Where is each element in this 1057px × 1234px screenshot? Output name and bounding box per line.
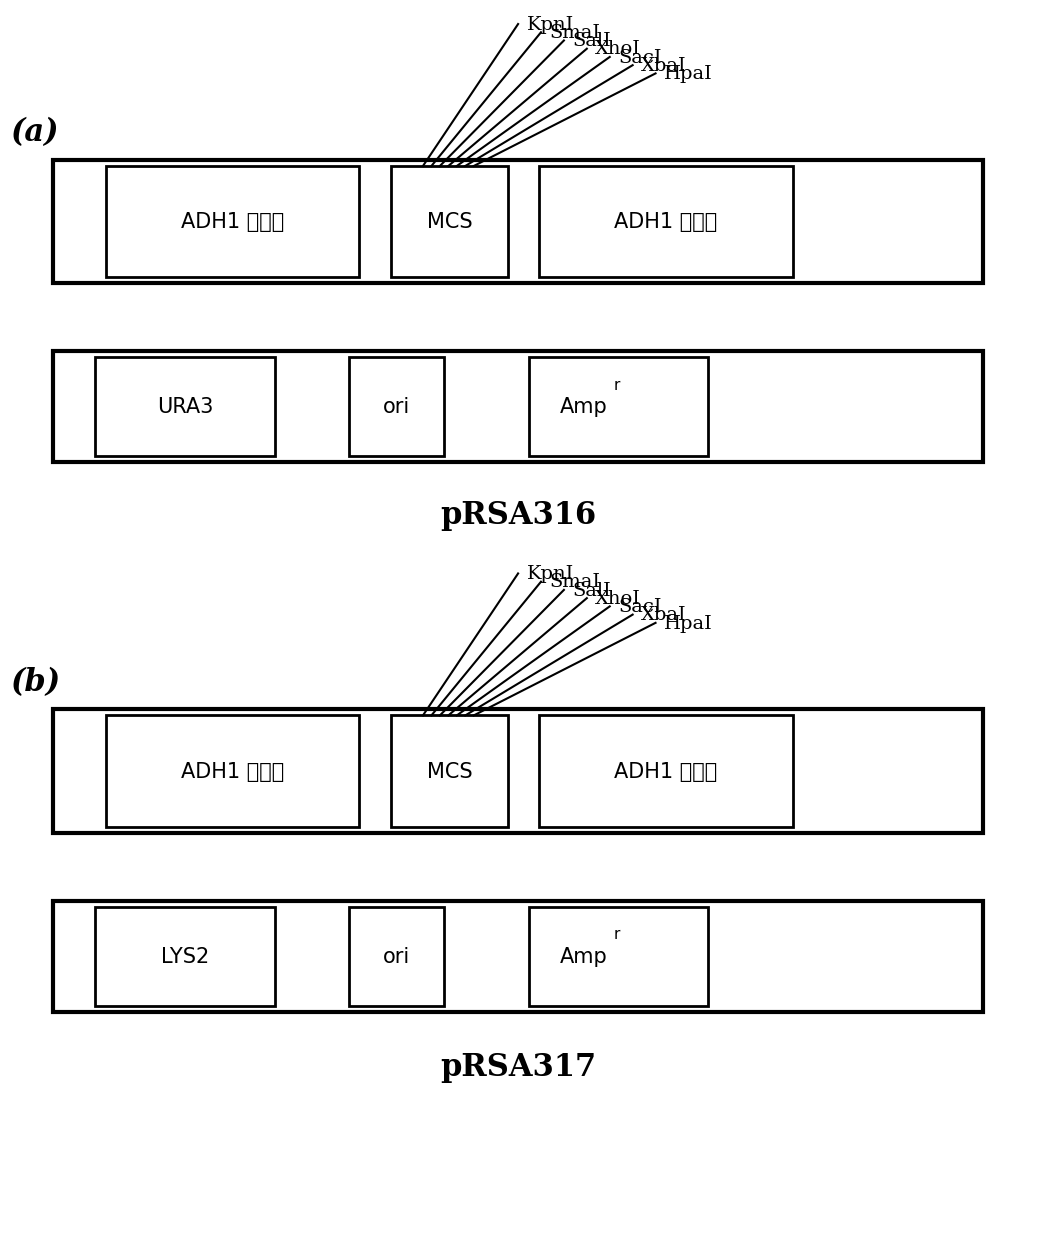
Text: XhoI: XhoI [595, 590, 641, 607]
Text: HpaI: HpaI [664, 65, 712, 83]
Text: HpaI: HpaI [664, 615, 712, 632]
Bar [53, 352, 983, 463]
Bar [349, 907, 444, 1006]
Text: XhoI: XhoI [595, 41, 641, 58]
Text: MCS: MCS [426, 212, 472, 232]
Text: (a): (a) [11, 117, 59, 148]
Text: r: r [613, 927, 619, 942]
Bar [53, 160, 983, 284]
Text: LYS2: LYS2 [161, 946, 209, 966]
Bar [528, 358, 708, 457]
Text: ADH1 终止子: ADH1 终止子 [614, 212, 718, 232]
Text: SalI: SalI [572, 32, 611, 51]
Text: SmaI: SmaI [550, 573, 600, 591]
Text: Amp: Amp [560, 397, 608, 417]
Bar [528, 907, 708, 1006]
Text: XbaI: XbaI [641, 606, 686, 624]
Text: SacI: SacI [618, 597, 662, 616]
Text: KpnI: KpnI [526, 16, 574, 33]
Text: XbaI: XbaI [641, 57, 686, 75]
Bar [391, 716, 507, 827]
Text: MCS: MCS [426, 761, 472, 781]
Text: SmaI: SmaI [550, 23, 600, 42]
Text: KpnI: KpnI [526, 565, 574, 582]
Text: (b): (b) [11, 666, 60, 697]
Text: Amp: Amp [560, 946, 608, 966]
Bar [539, 167, 793, 278]
Bar [391, 167, 507, 278]
Text: ADH1 启动子: ADH1 启动子 [181, 761, 284, 781]
Bar [106, 716, 359, 827]
Bar [349, 358, 444, 457]
Text: URA3: URA3 [156, 397, 214, 417]
Text: pRSA316: pRSA316 [440, 500, 596, 531]
Bar [95, 907, 275, 1006]
Bar [95, 358, 275, 457]
Text: r: r [613, 378, 619, 392]
Bar [53, 901, 983, 1012]
Bar [53, 710, 983, 833]
Text: SacI: SacI [618, 48, 662, 67]
Text: SalI: SalI [572, 581, 611, 600]
Text: ADH1 终止子: ADH1 终止子 [614, 761, 718, 781]
Text: ori: ori [383, 946, 410, 966]
Text: ADH1 启动子: ADH1 启动子 [181, 212, 284, 232]
Bar [106, 167, 359, 278]
Text: pRSA317: pRSA317 [440, 1051, 596, 1082]
Text: ori: ori [383, 397, 410, 417]
Bar [539, 716, 793, 827]
